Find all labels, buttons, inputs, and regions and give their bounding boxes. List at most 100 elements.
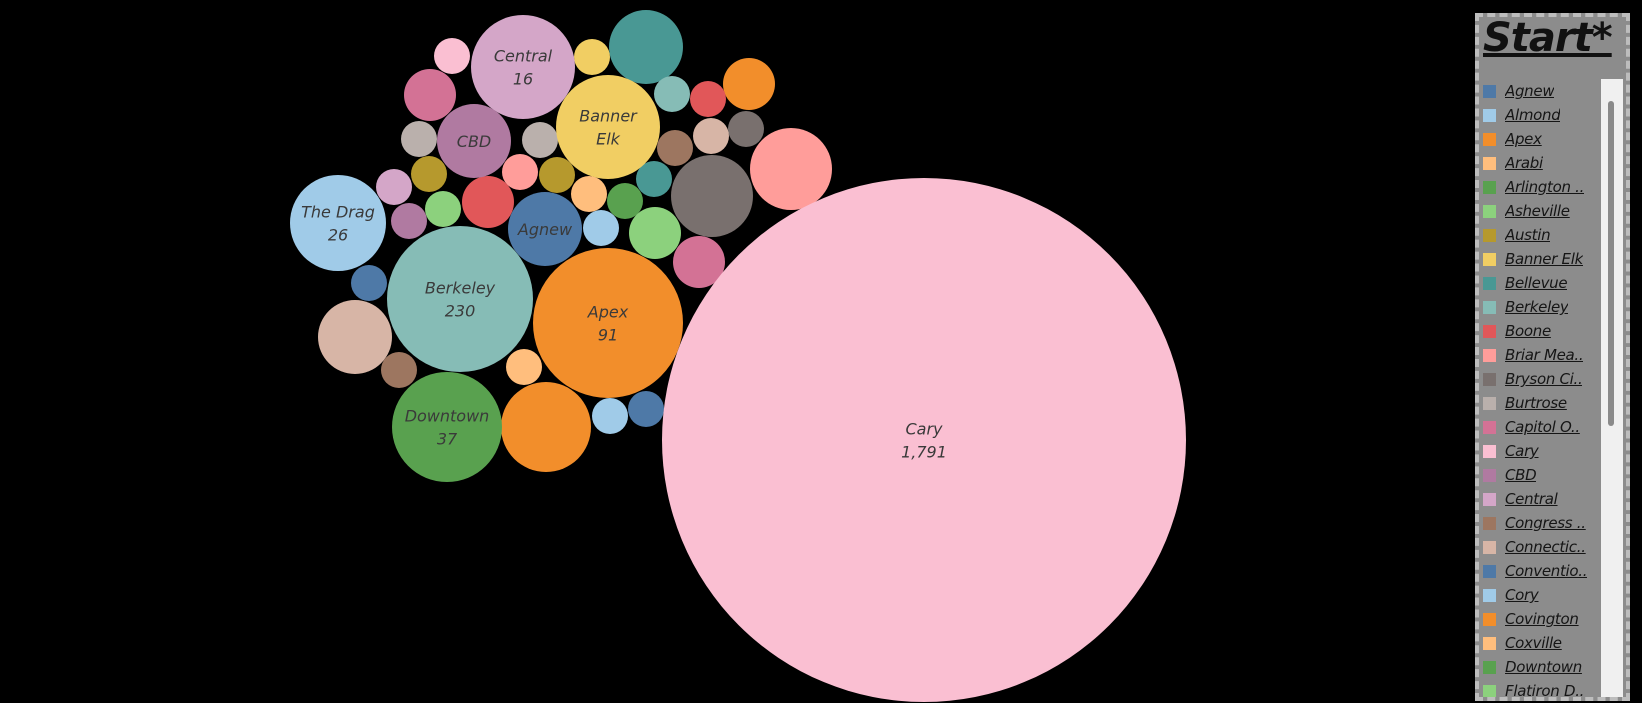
bubble-berkeley[interactable] [387, 226, 533, 372]
bubble-mark[interactable] [728, 111, 764, 147]
bubble-chart: Cary 1,791 Berkeley 230 Apex 91 Downtown 37 The … [290, 10, 1186, 702]
bubble-mark[interactable] [690, 81, 726, 117]
bubble-mark[interactable] [434, 38, 470, 74]
bubble-mark[interactable] [609, 10, 683, 84]
legend-title: Start* [1483, 15, 1613, 61]
bubble-mark[interactable] [501, 382, 591, 472]
bubble-mark[interactable] [404, 69, 456, 121]
legend-item[interactable]: Agnew [1483, 79, 1598, 103]
legend-item[interactable]: Conventio.. [1483, 559, 1598, 583]
bubble-value-label: 16 [513, 70, 533, 89]
bubble-mark[interactable] [607, 183, 643, 219]
legend-item[interactable]: Capitol O.. [1483, 415, 1598, 439]
legend-item[interactable]: Austin [1483, 223, 1598, 247]
bubble-mark[interactable] [539, 157, 575, 193]
legend-label: Austin [1505, 226, 1551, 244]
bubble-mark[interactable] [502, 154, 538, 190]
bubble-mark[interactable] [351, 265, 387, 301]
legend-item[interactable]: Asheville [1483, 199, 1598, 223]
legend-swatch [1483, 444, 1496, 458]
bubble-mark[interactable] [750, 128, 832, 210]
legend-scrollbar[interactable] [1601, 79, 1623, 697]
bubble-mark[interactable] [693, 118, 729, 154]
bubble-mark[interactable] [318, 300, 392, 374]
legend-swatch [1483, 252, 1496, 266]
bubble-mark[interactable] [425, 191, 461, 227]
legend-swatch [1483, 684, 1496, 697]
bubble-value-label: 26 [328, 226, 348, 245]
bubble-mark[interactable] [506, 349, 542, 385]
bubble-mark[interactable] [628, 391, 664, 427]
legend-item[interactable]: Briar Mea.. [1483, 343, 1598, 367]
bubble-agnew[interactable] [508, 192, 582, 266]
legend-item[interactable]: Covington [1483, 607, 1598, 631]
legend-item[interactable]: Coxville [1483, 631, 1598, 655]
legend-swatch [1483, 588, 1496, 602]
legend-item[interactable]: Almond [1483, 103, 1598, 127]
legend-item[interactable]: Arlington .. [1483, 175, 1598, 199]
legend-swatch [1483, 516, 1496, 530]
legend-item[interactable]: Central [1483, 487, 1598, 511]
legend-swatch [1483, 228, 1496, 242]
bubble-name-label: Downtown [405, 407, 490, 426]
legend-swatch [1483, 276, 1496, 290]
bubble-mark[interactable] [411, 156, 447, 192]
bubble-mark[interactable] [522, 122, 558, 158]
legend-swatch [1483, 492, 1496, 506]
bubble-mark[interactable] [636, 161, 672, 197]
legend-swatch [1483, 396, 1496, 410]
legend-item[interactable]: Flatiron D.. [1483, 679, 1598, 700]
bubble-the-drag[interactable] [290, 175, 386, 271]
bubble-name-label: Apex [587, 303, 629, 322]
bubble-apex[interactable] [533, 248, 683, 398]
legend-item[interactable]: Cory [1483, 583, 1598, 607]
legend-label: Bryson Ci.. [1505, 370, 1583, 388]
legend-label: Flatiron D.. [1505, 682, 1585, 700]
legend-item[interactable]: Banner Elk [1483, 247, 1598, 271]
legend-item[interactable]: CBD [1483, 463, 1598, 487]
bubble-mark[interactable] [654, 76, 690, 112]
bubble-mark[interactable] [391, 203, 427, 239]
bubble-mark[interactable] [592, 398, 628, 434]
legend-item[interactable]: Congress .. [1483, 511, 1598, 535]
bubble-name-label: Elk [596, 130, 621, 149]
bubble-mark[interactable] [673, 236, 725, 288]
bubble-mark[interactable] [583, 210, 619, 246]
legend-label: Congress .. [1505, 514, 1586, 532]
bubble-mark[interactable] [723, 58, 775, 110]
bubble-mark[interactable] [376, 169, 412, 205]
legend-label: Conventio.. [1505, 562, 1588, 580]
legend-swatch [1483, 564, 1496, 578]
legend-item[interactable]: Burtrose [1483, 391, 1598, 415]
bubble-mark[interactable] [571, 176, 607, 212]
bubble-mark[interactable] [629, 207, 681, 259]
bubble-downtown[interactable] [392, 372, 502, 482]
legend-item[interactable]: Berkeley [1483, 295, 1598, 319]
bubble-mark[interactable] [462, 176, 514, 228]
legend-item[interactable]: Bellevue [1483, 271, 1598, 295]
legend-swatch [1483, 372, 1496, 386]
bubble-central[interactable] [471, 15, 575, 119]
bubble-mark[interactable] [401, 121, 437, 157]
legend-item[interactable]: Arabi [1483, 151, 1598, 175]
legend-swatch [1483, 612, 1496, 626]
legend-item[interactable]: Apex [1483, 127, 1598, 151]
bubble-mark[interactable] [574, 39, 610, 75]
legend-label: Burtrose [1505, 394, 1567, 412]
legend-item[interactable]: Boone [1483, 319, 1598, 343]
legend-item[interactable]: Bryson Ci.. [1483, 367, 1598, 391]
legend-list: Agnew Almond Apex Arabi Arlington .. Ashevill… [1483, 79, 1598, 700]
bubble-mark[interactable] [671, 155, 753, 237]
legend-scroll-thumb[interactable] [1608, 101, 1614, 426]
bubble-banner-elk[interactable] [556, 75, 660, 179]
bubble-mark[interactable] [657, 130, 693, 166]
legend-swatch [1483, 108, 1496, 122]
bubble-cary[interactable] [662, 178, 1186, 702]
legend-item[interactable]: Downtown [1483, 655, 1598, 679]
bubble-cbd[interactable] [437, 104, 511, 178]
legend-label: Berkeley [1505, 298, 1569, 316]
legend-item[interactable]: Cary [1483, 439, 1598, 463]
legend-item[interactable]: Connectic.. [1483, 535, 1598, 559]
bubble-mark[interactable] [381, 352, 417, 388]
